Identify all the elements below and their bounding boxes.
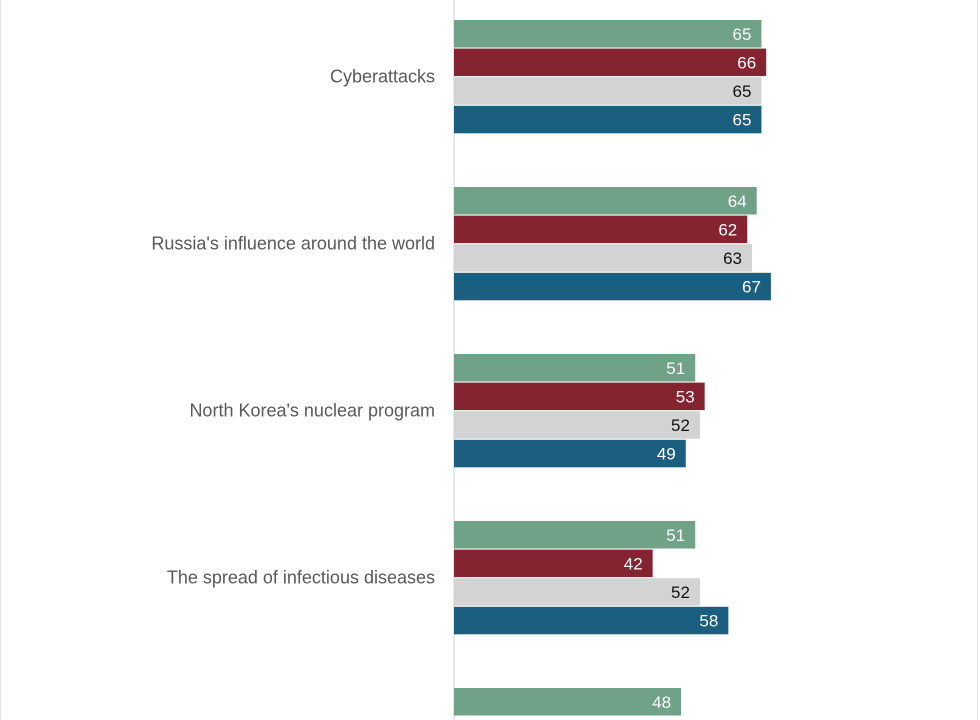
bar-value-label: 67 [742,278,761,297]
bar [454,244,752,272]
bar [454,354,696,382]
bar-value-label: 63 [723,249,742,268]
bar [454,606,729,635]
bar-value-label: 51 [666,526,685,545]
bar-group: Russia's influence around the world 64 62 6… [151,187,771,301]
bar-value-label: 65 [733,25,752,44]
bar-value-label: 42 [624,554,643,573]
category-label: The spread of infectious diseases [167,568,435,588]
bar-value-label: 52 [671,583,690,602]
bar [454,439,686,468]
bar-group: North Korea's nuclear program 51 53 52 49 [189,354,705,468]
bar-group: The spread of infectious diseases 51 42 52 5… [167,521,729,635]
bar [454,688,682,716]
bar-value-label: 64 [728,192,747,211]
bar-group: 48 [454,688,682,716]
bar [454,105,762,134]
category-label: North Korea's nuclear program [189,401,435,421]
bar-value-label: 53 [676,387,695,406]
bar [454,215,748,244]
bar [454,187,757,215]
bar [454,272,771,301]
bar [454,521,696,549]
bar-value-label: 65 [733,82,752,101]
bar [454,578,700,606]
bar [454,77,762,105]
bar-value-label: 62 [718,220,737,239]
bar-value-label: 58 [699,612,718,631]
bar [454,549,653,578]
bar-group: Cyberattacks 65 66 65 65 [330,20,767,134]
bar-groups: Cyberattacks 65 66 65 65 Russia's influence a… [151,20,771,716]
category-label: Russia's influence around the world [151,234,435,254]
bar [454,382,705,411]
bar-value-label: 52 [671,416,690,435]
bar [454,411,700,439]
bar-value-label: 66 [737,53,756,72]
bar-value-label: 65 [733,111,752,130]
bar [454,48,767,77]
bar-value-label: 49 [657,445,676,464]
bar-value-label: 51 [666,359,685,378]
category-label: Cyberattacks [330,67,435,87]
bar-value-label: 48 [652,693,671,712]
bar [454,20,762,48]
